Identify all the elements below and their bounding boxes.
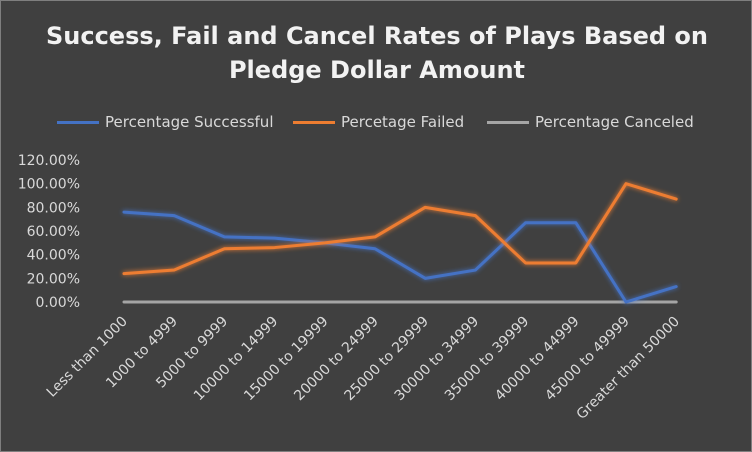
legend-item: Percentage Canceled bbox=[487, 111, 694, 133]
legend-item: Percetage Failed bbox=[293, 111, 464, 133]
legend-label: Percentage Canceled bbox=[535, 113, 694, 131]
y-tick-label: 60.00% bbox=[27, 224, 80, 240]
x-tick-label: 35000 to 39999 bbox=[442, 314, 533, 405]
chart-title: Success, Fail and Cancel Rates of Plays … bbox=[45, 22, 708, 84]
legend-item: Percentage Successful bbox=[57, 111, 274, 133]
legend: Percentage Successful Percetage Failed Per… bbox=[1, 111, 752, 133]
series-line-percetage-failed bbox=[122, 182, 678, 276]
x-tick-label: Greater than 50000 bbox=[574, 314, 683, 423]
legend-label: Percetage Failed bbox=[341, 113, 465, 131]
y-tick-label: 100.00% bbox=[18, 177, 80, 193]
y-tick-label: 20.00% bbox=[27, 271, 80, 287]
legend-swatch bbox=[487, 120, 529, 124]
y-tick-label: 0.00% bbox=[36, 295, 80, 311]
legend-label: Percentage Successful bbox=[105, 113, 274, 131]
y-tick-label: 40.00% bbox=[27, 248, 80, 264]
y-tick-label: 120.00% bbox=[18, 153, 80, 169]
x-tick-label: 10000 to 14999 bbox=[191, 314, 282, 405]
legend-swatch bbox=[57, 120, 99, 124]
y-tick-label: 80.00% bbox=[27, 200, 80, 216]
series-line-percentage-successful bbox=[122, 210, 678, 304]
x-tick-label: 25000 to 29999 bbox=[341, 314, 432, 405]
x-tick-label: 45000 to 49999 bbox=[542, 314, 633, 405]
x-tick-label: 30000 to 34999 bbox=[392, 314, 483, 405]
x-tick-label: 20000 to 24999 bbox=[291, 314, 382, 405]
x-tick-label: 40000 to 44999 bbox=[492, 314, 583, 405]
legend-swatch bbox=[293, 120, 335, 124]
x-tick-label: 15000 to 19999 bbox=[241, 314, 332, 405]
